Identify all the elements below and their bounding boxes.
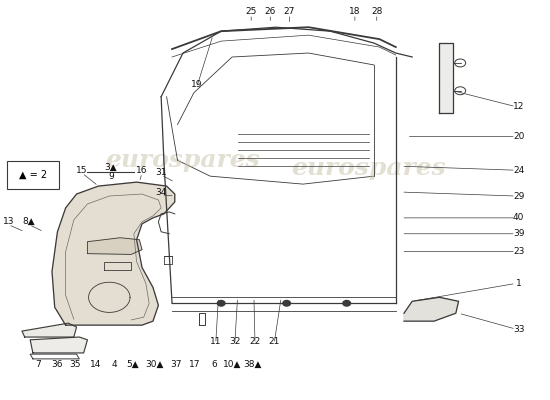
Text: 7: 7 (35, 360, 41, 369)
Text: 18: 18 (349, 7, 361, 16)
Text: 17: 17 (189, 360, 201, 369)
Text: 37: 37 (170, 360, 182, 369)
Text: 8▲: 8▲ (23, 217, 35, 226)
Polygon shape (439, 43, 453, 113)
Text: 23: 23 (513, 247, 524, 256)
Text: 38▲: 38▲ (244, 360, 262, 369)
Circle shape (217, 300, 225, 306)
Text: 33: 33 (513, 324, 524, 334)
Text: 28: 28 (371, 7, 382, 16)
Text: 16: 16 (136, 166, 148, 175)
Text: 10▲: 10▲ (223, 360, 241, 369)
Text: 36: 36 (52, 360, 63, 369)
Text: 30▲: 30▲ (145, 360, 164, 369)
Text: 31: 31 (156, 168, 167, 177)
Text: 11: 11 (210, 336, 222, 346)
Text: 25: 25 (245, 7, 257, 16)
Text: 24: 24 (513, 166, 524, 175)
Text: ▲ = 2: ▲ = 2 (19, 170, 47, 180)
Text: 29: 29 (513, 192, 524, 200)
Polygon shape (87, 238, 142, 254)
Text: 20: 20 (513, 132, 524, 141)
Text: 12: 12 (513, 102, 524, 111)
Text: eurospares: eurospares (106, 148, 260, 172)
Polygon shape (30, 337, 87, 353)
Text: 9: 9 (108, 172, 114, 182)
Text: 22: 22 (249, 336, 261, 346)
Text: 32: 32 (229, 336, 240, 346)
Text: eurospares: eurospares (291, 156, 446, 180)
Text: 21: 21 (268, 336, 280, 346)
Polygon shape (22, 323, 76, 337)
Polygon shape (52, 182, 175, 325)
Text: 13: 13 (3, 217, 14, 226)
Text: 4: 4 (112, 360, 118, 369)
Text: 14: 14 (90, 360, 101, 369)
FancyBboxPatch shape (7, 161, 59, 189)
Circle shape (343, 300, 350, 306)
Text: 1: 1 (516, 279, 521, 288)
Text: 3▲: 3▲ (104, 163, 117, 172)
Text: 34: 34 (156, 188, 167, 196)
Text: 15: 15 (76, 166, 88, 175)
Text: 35: 35 (69, 360, 81, 369)
Circle shape (283, 300, 290, 306)
Text: 39: 39 (513, 229, 524, 238)
Text: 5▲: 5▲ (126, 360, 139, 369)
Text: 26: 26 (265, 7, 276, 16)
Text: 27: 27 (284, 7, 295, 16)
Text: 6: 6 (212, 360, 217, 369)
Text: 19: 19 (191, 80, 202, 89)
Polygon shape (404, 297, 459, 321)
Text: 40: 40 (513, 213, 524, 222)
